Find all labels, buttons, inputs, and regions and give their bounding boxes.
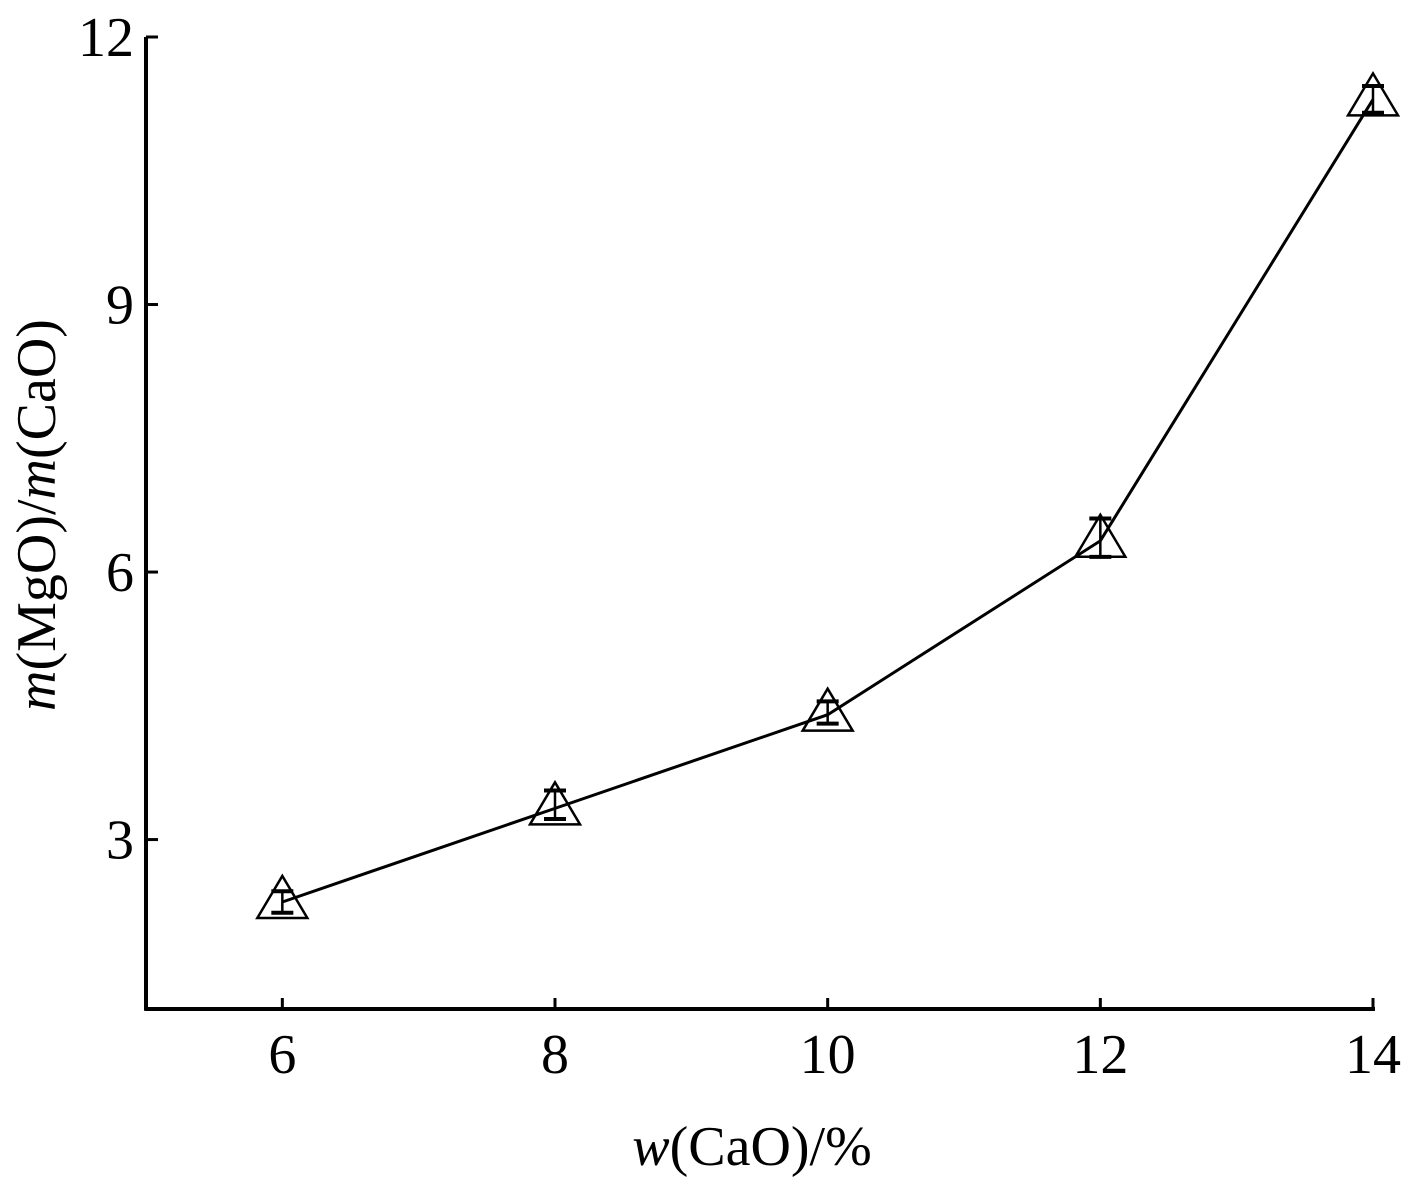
data-point-marker bbox=[800, 686, 855, 732]
y-tick-label: 6 bbox=[106, 542, 134, 604]
y-tick-label: 12 bbox=[78, 7, 134, 69]
ticks: 6 8 10 12 14 3 6 9 12 bbox=[78, 7, 1401, 1086]
x-tick-label: 12 bbox=[1072, 1024, 1128, 1086]
data-point-marker bbox=[1345, 70, 1401, 117]
series-line bbox=[281, 98, 1375, 904]
x-tick-label: 6 bbox=[268, 1024, 296, 1086]
x-tick-label: 14 bbox=[1345, 1024, 1401, 1086]
series-layer bbox=[255, 70, 1401, 920]
axes bbox=[144, 37, 1375, 1011]
data-point-marker bbox=[527, 779, 583, 826]
x-axis-label-italic: w bbox=[632, 1116, 669, 1178]
y-axis-label-part: (CaO) bbox=[6, 319, 68, 459]
y-axis-label-part: (MgO)/ bbox=[6, 499, 68, 671]
data-point-marker bbox=[255, 873, 310, 920]
x-axis-label: w(CaO)/% bbox=[632, 1116, 872, 1178]
y-axis-label: m(MgO)/m(CaO) bbox=[6, 319, 68, 711]
data-point-marker bbox=[1073, 512, 1128, 559]
y-tick-label: 3 bbox=[106, 810, 134, 872]
y-axis-label-italic: m bbox=[6, 671, 68, 711]
y-tick-label: 9 bbox=[106, 275, 134, 337]
x-axis-label-rest: (CaO)/% bbox=[670, 1116, 872, 1178]
y-axis-label-italic: m bbox=[6, 459, 68, 499]
x-tick-label: 8 bbox=[541, 1024, 569, 1086]
x-tick-label: 10 bbox=[800, 1024, 856, 1086]
